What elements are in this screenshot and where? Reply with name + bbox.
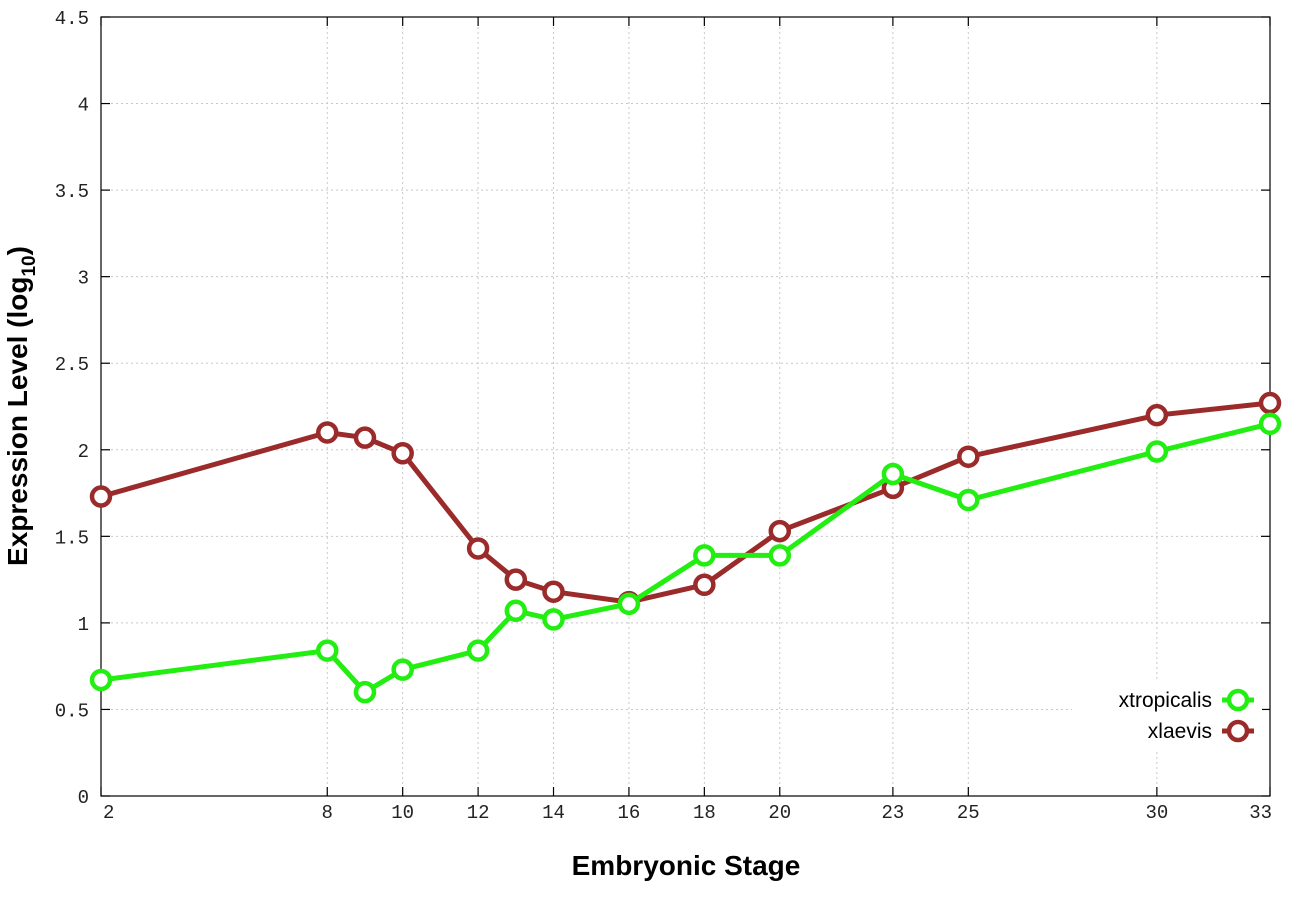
y-tick-label: 1 — [78, 614, 89, 636]
y-tick-label: 2.5 — [55, 354, 89, 376]
data-point-xlaevis — [504, 568, 528, 591]
legend: xtropicalis xlaevis — [1072, 680, 1262, 752]
data-point-xtropicalis — [316, 639, 339, 662]
data-point-xlaevis — [466, 537, 490, 560]
x-tick-label: 2 — [103, 802, 114, 824]
data-point-xlaevis — [957, 445, 980, 468]
data-point-xtropicalis — [89, 668, 113, 692]
series-lines — [89, 391, 1282, 704]
x-tick-label: 8 — [322, 802, 333, 824]
data-point-xtropicalis — [542, 608, 565, 631]
y-tick-label: 0.5 — [55, 700, 89, 722]
axis-ticks: 0 0.5 1 1.5 2 2.5 3 3.5 4 4.5 2 8 10 12 14 16 18 20 23 25 30… — [55, 8, 1272, 824]
data-point-xlaevis — [1258, 391, 1282, 415]
data-point-xtropicalis — [617, 592, 641, 616]
y-tick-label: 4 — [78, 95, 89, 117]
legend-swatch-marker-xlaevis — [1226, 719, 1250, 743]
legend-label-xlaevis: xlaevis — [1148, 720, 1212, 743]
data-point-xtropicalis — [881, 462, 905, 486]
x-tick-label: 18 — [693, 802, 716, 824]
x-tick-label: 14 — [542, 802, 565, 824]
series-line-xlaevis — [100, 400, 1271, 605]
grid-lines — [101, 17, 1270, 796]
x-axis-title: Embryonic Stage — [572, 850, 801, 881]
x-tick-label: 12 — [467, 802, 490, 824]
y-tick-label: 3 — [78, 268, 89, 290]
data-point-xtropicalis — [1258, 412, 1282, 436]
y-tick-label: 0 — [78, 787, 89, 809]
y-tick-label: 1.5 — [55, 527, 89, 549]
data-point-xtropicalis — [957, 488, 980, 512]
data-point-xtropicalis — [391, 658, 414, 681]
data-point-xtropicalis — [353, 680, 377, 704]
x-tick-label: 20 — [768, 802, 791, 824]
y-axis-title: Expression Level (log10) — [2, 246, 40, 566]
x-tick-label: 10 — [391, 802, 414, 824]
series-line-xtropicalis — [100, 421, 1271, 695]
data-point-xlaevis — [542, 580, 565, 603]
x-tick-label: 30 — [1145, 802, 1168, 824]
data-point-xtropicalis — [768, 544, 792, 567]
data-point-xtropicalis — [504, 599, 528, 623]
data-point-xtropicalis — [693, 544, 716, 567]
series-xlaevis — [89, 391, 1282, 614]
data-point-xlaevis — [391, 441, 414, 465]
data-point-xlaevis — [353, 426, 377, 449]
y-tick-label: 3.5 — [55, 181, 89, 203]
y-axis-title-close: ) — [2, 246, 33, 255]
plot-frame — [100, 16, 1271, 797]
data-point-xlaevis — [316, 421, 339, 444]
data-point-xtropicalis — [1145, 440, 1169, 463]
x-tick-label: 33 — [1249, 802, 1272, 824]
data-point-xlaevis — [693, 573, 716, 597]
x-tick-label: 23 — [881, 802, 904, 824]
x-tick-label: 25 — [957, 802, 980, 824]
data-point-xlaevis — [89, 485, 113, 508]
data-point-xtropicalis — [466, 639, 490, 662]
data-point-xlaevis — [1145, 403, 1169, 427]
y-tick-label: 4.5 — [55, 8, 89, 30]
data-point-xlaevis — [768, 519, 792, 543]
y-axis-title-main: Expression Level (log — [2, 277, 33, 566]
y-axis-title-subscript: 10 — [19, 255, 40, 276]
legend-swatch-marker-xtropicalis — [1226, 688, 1250, 712]
legend-label-xtropicalis: xtropicalis — [1119, 689, 1212, 712]
y-tick-label: 2 — [78, 441, 89, 463]
series-xtropicalis — [89, 412, 1282, 704]
x-tick-label: 16 — [618, 802, 641, 824]
